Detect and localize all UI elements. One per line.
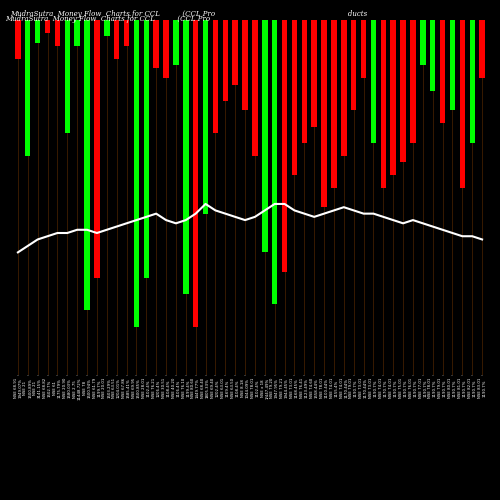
Bar	[282, 20, 288, 272]
Bar	[480, 20, 485, 78]
Text: MudraSutra  Money Flow  Charts for CCL          (CCL Pro                        : MudraSutra Money Flow Charts for CCL (CC…	[10, 10, 367, 18]
Bar	[312, 20, 317, 126]
Bar	[203, 20, 208, 214]
Bar	[420, 20, 426, 65]
Bar	[242, 20, 248, 110]
Bar	[124, 20, 130, 46]
Bar	[262, 20, 268, 252]
Bar	[114, 20, 119, 59]
Bar	[94, 20, 100, 278]
Bar	[222, 20, 228, 100]
Bar	[370, 20, 376, 142]
Bar	[410, 20, 416, 142]
Bar	[54, 20, 60, 46]
Bar	[232, 20, 238, 84]
Bar	[322, 20, 327, 207]
Bar	[64, 20, 70, 133]
Bar	[154, 20, 159, 68]
Bar	[341, 20, 346, 156]
Text: MudraSutra  Money Flow  Charts for CCL          (CCL Pro: MudraSutra Money Flow Charts for CCL (CC…	[5, 15, 210, 23]
Bar	[212, 20, 218, 133]
Bar	[193, 20, 198, 326]
Bar	[450, 20, 455, 110]
Bar	[104, 20, 110, 36]
Bar	[84, 20, 90, 310]
Bar	[380, 20, 386, 188]
Bar	[430, 20, 436, 91]
Bar	[272, 20, 278, 304]
Bar	[400, 20, 406, 162]
Bar	[331, 20, 336, 188]
Bar	[25, 20, 30, 156]
Bar	[15, 20, 20, 59]
Bar	[164, 20, 169, 78]
Bar	[252, 20, 258, 156]
Bar	[134, 20, 139, 326]
Bar	[45, 20, 50, 33]
Bar	[440, 20, 446, 124]
Bar	[183, 20, 188, 294]
Bar	[292, 20, 297, 175]
Bar	[460, 20, 465, 188]
Bar	[351, 20, 356, 110]
Bar	[470, 20, 475, 142]
Bar	[74, 20, 80, 46]
Bar	[390, 20, 396, 175]
Bar	[35, 20, 40, 42]
Bar	[173, 20, 178, 65]
Bar	[302, 20, 307, 142]
Bar	[144, 20, 149, 278]
Bar	[361, 20, 366, 78]
